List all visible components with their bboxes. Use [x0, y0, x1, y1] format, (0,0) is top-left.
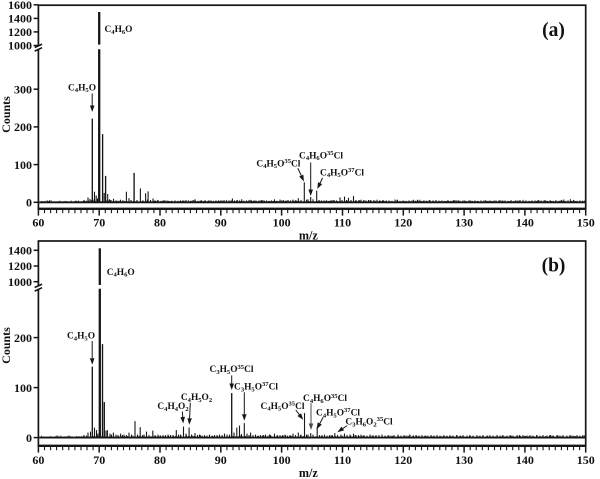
svg-text:90: 90	[215, 216, 227, 230]
svg-text:100: 100	[273, 216, 291, 230]
svg-text:1000: 1000	[8, 39, 32, 53]
svg-text:80: 80	[154, 216, 166, 230]
svg-text:C4H4O2: C4H4O2	[157, 402, 189, 413]
svg-text:C4H5O: C4H5O	[68, 83, 96, 94]
svg-text:60: 60	[32, 453, 44, 467]
svg-text:130: 130	[455, 216, 473, 230]
svg-text:Counts: Counts	[0, 96, 13, 133]
svg-text:1400: 1400	[8, 244, 32, 258]
svg-text:130: 130	[455, 453, 473, 467]
svg-text:70: 70	[93, 216, 105, 230]
svg-text:0: 0	[26, 431, 32, 445]
svg-text:110: 110	[334, 216, 351, 230]
svg-text:C4H5O35Cl: C4H5O35Cl	[256, 158, 300, 170]
svg-text:100: 100	[14, 381, 32, 395]
svg-text:C3H6O235Cl: C3H6O235Cl	[345, 416, 393, 428]
svg-text:C4H5O35Cl: C4H5O35Cl	[261, 400, 305, 412]
svg-text:C4H6O: C4H6O	[105, 25, 133, 36]
svg-text:C3H5O37Cl: C3H5O37Cl	[234, 381, 278, 393]
svg-text:200: 200	[14, 331, 32, 345]
svg-text:1200: 1200	[8, 259, 32, 273]
svg-text:Counts: Counts	[0, 327, 13, 364]
svg-text:(a): (a)	[542, 20, 565, 41]
svg-text:(b): (b)	[542, 256, 566, 277]
svg-text:1600: 1600	[8, 0, 32, 12]
svg-text:m/z: m/z	[299, 228, 319, 242]
svg-text:1400: 1400	[8, 12, 32, 26]
svg-text:140: 140	[516, 453, 534, 467]
svg-text:100: 100	[14, 158, 32, 172]
svg-text:C4H5O: C4H5O	[67, 332, 95, 343]
svg-text:C4H6O: C4H6O	[107, 268, 135, 279]
svg-text:0: 0	[26, 196, 32, 210]
svg-text:150: 150	[577, 216, 595, 230]
svg-text:120: 120	[394, 216, 412, 230]
svg-text:C4H6O35Cl: C4H6O35Cl	[303, 393, 347, 405]
svg-text:70: 70	[93, 453, 105, 467]
svg-text:1200: 1200	[8, 25, 32, 39]
svg-text:140: 140	[516, 216, 534, 230]
svg-text:1000: 1000	[8, 275, 32, 289]
svg-text:300: 300	[14, 82, 32, 96]
svg-text:C4H5O2: C4H5O2	[181, 393, 213, 404]
svg-text:150: 150	[577, 453, 595, 467]
svg-text:120: 120	[394, 453, 412, 467]
svg-text:200: 200	[14, 120, 32, 134]
svg-text:C3H5O35Cl: C3H5O35Cl	[210, 364, 254, 376]
svg-text:80: 80	[154, 453, 166, 467]
svg-text:m/z: m/z	[299, 466, 319, 479]
svg-text:C4H6O35Cl: C4H6O35Cl	[299, 150, 343, 162]
svg-text:100: 100	[273, 453, 291, 467]
svg-text:C4H5O37Cl: C4H5O37Cl	[316, 407, 360, 419]
svg-text:C4H5O37Cl: C4H5O37Cl	[320, 167, 364, 179]
svg-text:90: 90	[215, 453, 227, 467]
svg-text:60: 60	[32, 216, 44, 230]
svg-text:110: 110	[334, 453, 351, 467]
